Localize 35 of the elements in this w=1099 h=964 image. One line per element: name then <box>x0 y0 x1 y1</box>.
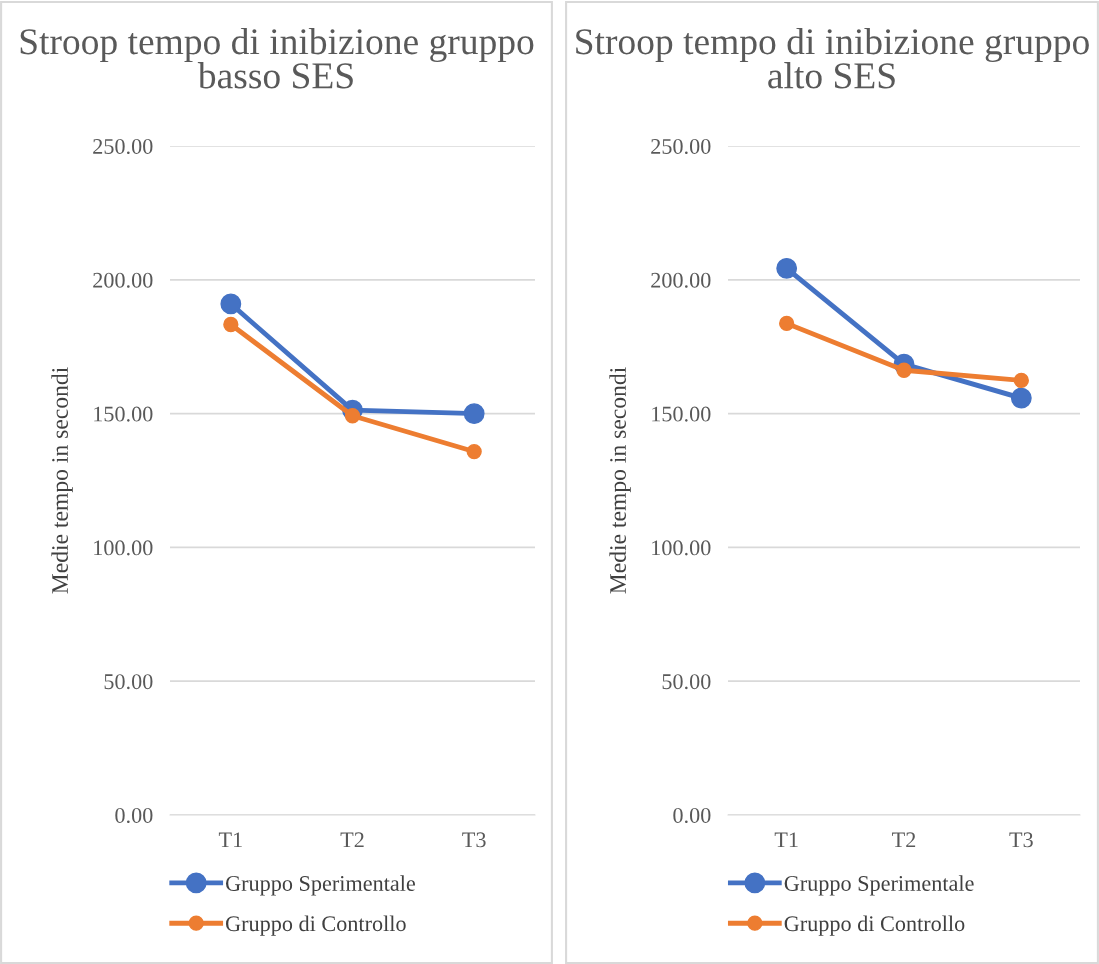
x-tick-label: T3 <box>462 832 486 848</box>
chart-title: Stroop tempo di inibizione gruppo basso SES <box>20 28 534 89</box>
y-tick-label: 0.00 <box>673 807 711 824</box>
point <box>344 408 361 424</box>
y-tick-label: 100.00 <box>652 540 711 556</box>
y-tick-label: 150.00 <box>94 406 153 422</box>
point <box>776 257 798 279</box>
y-tick-label: 250.00 <box>651 138 711 155</box>
point <box>1010 387 1032 409</box>
x-tick-label: T2 <box>340 832 364 848</box>
x-tick-label: T1 <box>218 832 242 848</box>
point <box>220 293 242 315</box>
y-axis-title: Medie tempo in secondi <box>609 367 631 594</box>
chart-title: Stroop tempo di inibizione gruppo alto SES <box>576 28 1089 89</box>
x-tick-label: T3 <box>1009 832 1033 848</box>
legend-label: Gruppo Sperimentale <box>226 875 415 896</box>
y-tick-label: 250.00 <box>93 138 153 155</box>
y-axis-title: Medie tempo in secondi <box>51 367 73 594</box>
y-tick-label: 150.00 <box>652 406 711 422</box>
point <box>1013 372 1029 389</box>
y-tick-label: 100.00 <box>94 540 153 556</box>
point <box>779 315 795 332</box>
legend-label: Gruppo di Controllo <box>784 915 965 936</box>
point <box>223 316 239 333</box>
y-tick-label: 200.00 <box>651 272 711 288</box>
legend-label: Gruppo di Controllo <box>226 915 406 936</box>
point <box>466 443 482 460</box>
x-tick-label: T1 <box>774 832 798 848</box>
y-tick-label: 50.00 <box>662 674 711 690</box>
legend-label: Gruppo Sperimentale <box>784 875 974 896</box>
x-tick-label: T2 <box>892 832 916 848</box>
point <box>463 403 485 425</box>
y-tick-label: 50.00 <box>104 674 153 690</box>
y-tick-label: 0.00 <box>115 807 153 824</box>
y-tick-label: 200.00 <box>93 272 153 288</box>
